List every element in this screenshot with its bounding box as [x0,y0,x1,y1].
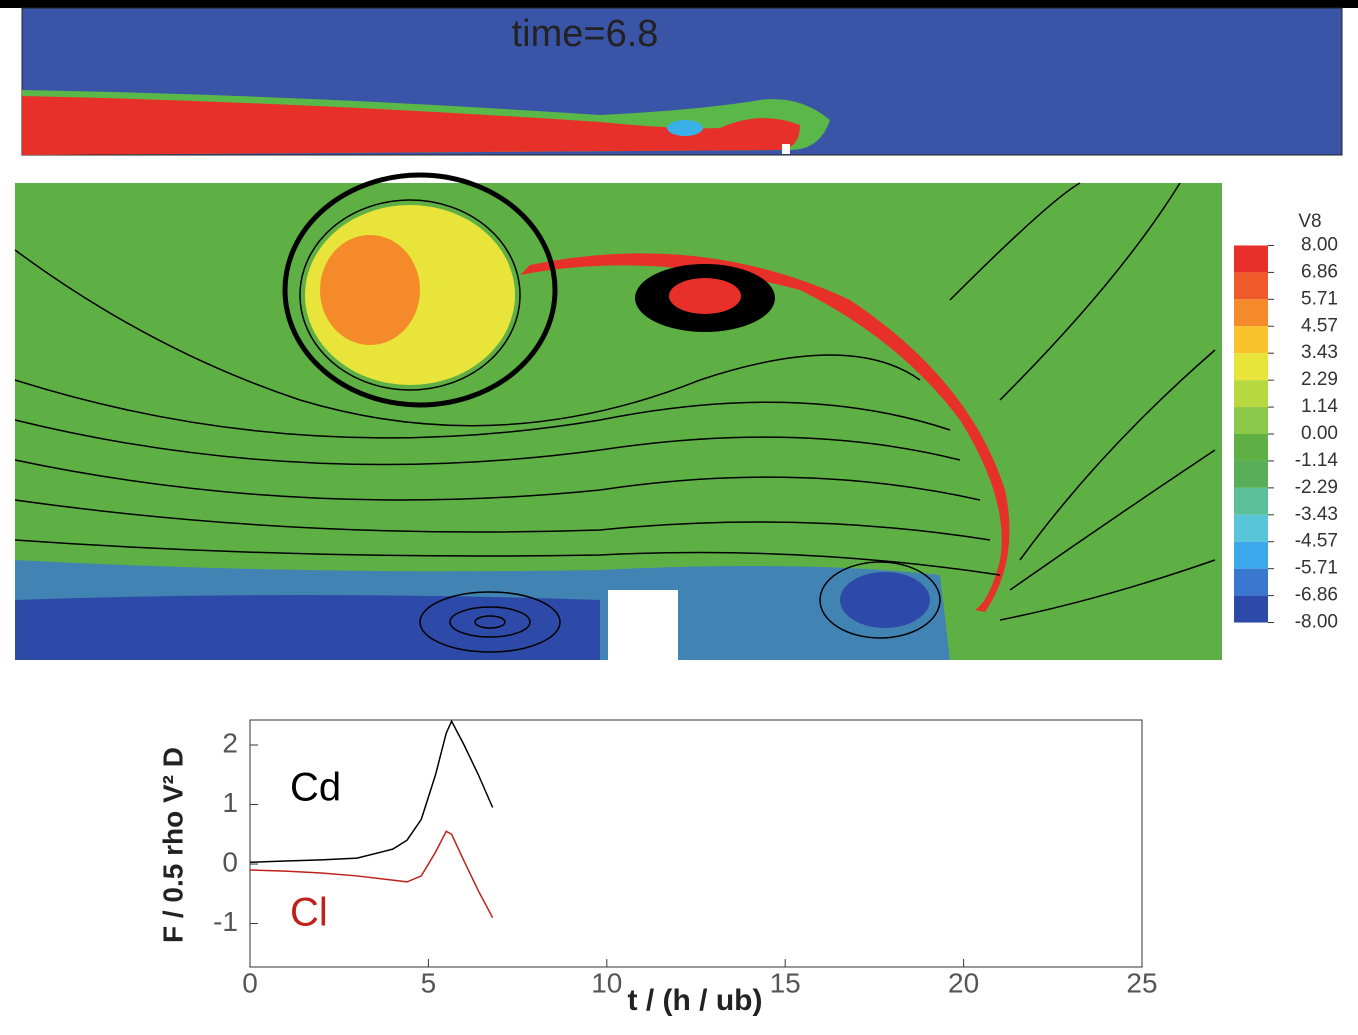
colorbar-swatch [1234,380,1268,408]
colorbar-swatch [1234,326,1268,354]
colorbar-swatch [1234,568,1268,596]
colorbar-label: -3.43 [1295,504,1338,525]
colorbar-swatch [1234,245,1268,273]
colorbar-label: 4.57 [1301,315,1338,336]
vortex-3 [840,572,930,628]
x-tick-label: 5 [421,967,437,998]
colorbar-swatch [1234,595,1268,623]
vortex-1-core [320,235,420,345]
y-tick-label: 2 [222,727,238,758]
colorbar-swatch [1234,353,1268,381]
colorbar-label: 1.14 [1301,396,1338,417]
colorbar-label: 8.00 [1301,234,1338,255]
snapshot-current [22,96,800,155]
legend-label: Cl [290,891,328,935]
colorbar-swatch [1234,460,1268,488]
colorbar-swatch [1234,487,1268,515]
x-tick-label: 20 [948,967,979,998]
colorbar-swatch [1234,407,1268,434]
colorbar-label: 3.43 [1301,342,1338,363]
colorbar-label: -8.00 [1295,612,1338,633]
colorbar-label: -6.86 [1295,585,1338,606]
colorbar-title: V8 [1298,211,1321,232]
series-line [249,719,494,863]
x-tick-label: 25 [1126,967,1157,998]
y-axis-label: F / 0.5 rho V² D [157,747,188,943]
colorbar-label: 5.71 [1301,288,1338,309]
colorbar-label: -1.14 [1295,450,1339,471]
colorbar-swatch [1234,272,1268,300]
colorbar-label: -5.71 [1295,558,1338,579]
x-tick-label: 0 [242,967,258,998]
colorbar-label: -4.57 [1295,531,1338,552]
x-tick-label: 10 [591,967,622,998]
colorbar-swatch [1234,299,1268,327]
colorbar-label: 6.86 [1301,261,1338,282]
front-band [520,253,1010,613]
x-tick-label: 15 [770,967,801,998]
colorbar-swatch [1234,434,1268,461]
top-border [0,0,1358,8]
snapshot-title: time=6.8 [512,13,659,55]
streamlines [14,172,1216,653]
colorbar-label: 2.29 [1301,369,1338,390]
colorbar-swatch [1234,514,1268,542]
y-tick-label: 1 [222,787,238,818]
colorbar-swatch [1234,541,1268,569]
snapshot-obstacle [782,144,790,154]
vortex-2-core [669,278,741,314]
colorbar-label: -2.29 [1295,477,1338,498]
plot-area [249,719,1143,968]
series-line [249,830,494,918]
contour-lower [15,595,600,660]
y-tick-label: -1 [213,906,238,937]
snapshot-eddy [667,120,703,136]
x-axis-label: t / (h / ub) [628,984,763,1017]
legend-label: Cd [290,766,341,810]
colorbar: 8.00 6.86 5.71 4.57 3.43 2.29 1.14 0.00 -1.14 -2.… [1234,234,1339,633]
obstacle [608,590,678,660]
colorbar-label: 0.00 [1301,423,1338,444]
y-tick-label: 0 [222,846,238,877]
